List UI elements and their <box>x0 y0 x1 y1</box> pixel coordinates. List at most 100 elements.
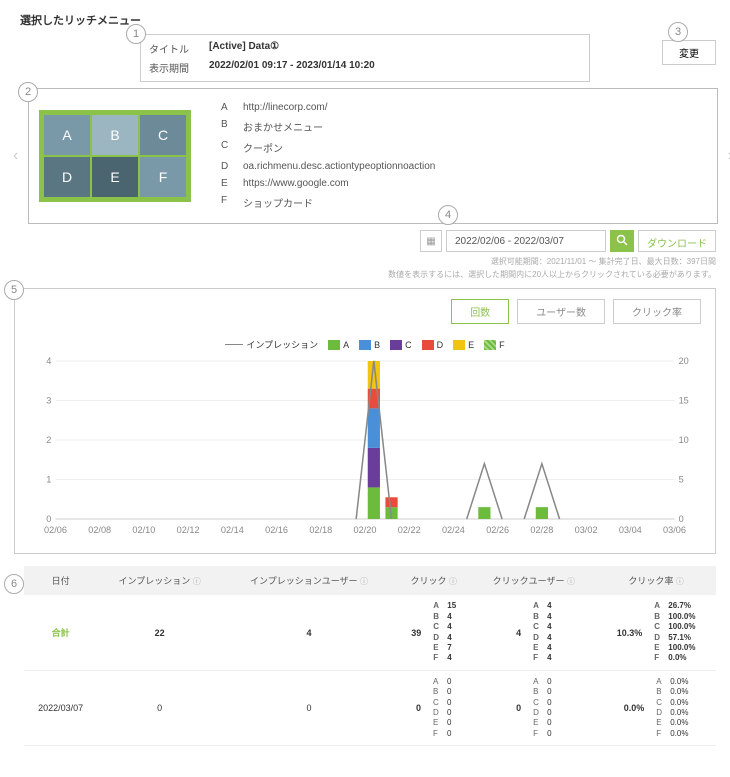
grid-cell-f[interactable]: F <box>140 157 186 197</box>
grid-cell-c[interactable]: C <box>140 115 186 155</box>
chart-tab-1[interactable]: ユーザー数 <box>517 299 605 324</box>
grid-cell-b[interactable]: B <box>92 115 138 155</box>
cell-impr-u: 0 <box>222 670 396 745</box>
callout-5: 5 <box>4 280 24 300</box>
cell-click: 39A15B4C4D4E7F4 <box>396 595 471 670</box>
svg-text:02/28: 02/28 <box>530 525 553 535</box>
action-row: Doa.richmenu.desc.actiontypeoptionnoacti… <box>221 158 435 175</box>
svg-text:02/22: 02/22 <box>398 525 421 535</box>
action-key: A <box>221 102 243 113</box>
legend-item-c: C <box>390 340 412 350</box>
chart-legend: インプレッションABCDEF <box>29 338 701 351</box>
svg-text:3: 3 <box>46 396 51 406</box>
action-key: B <box>221 119 243 134</box>
svg-text:0: 0 <box>46 514 51 524</box>
svg-text:2: 2 <box>46 435 51 445</box>
search-button[interactable] <box>610 230 634 252</box>
chart-area: 012340510152002/0602/0802/1002/1202/1402… <box>29 357 701 537</box>
action-row: Ahttp://linecorp.com/ <box>221 99 435 116</box>
meta-title-value: [Active] Data① <box>209 41 279 56</box>
svg-text:02/18: 02/18 <box>309 525 332 535</box>
date-note-1: 選択可能期間：2021/11/01 ～ 集計完了日、最大日数：397日間 <box>0 256 716 267</box>
legend-item-d: D <box>422 340 444 350</box>
legend-line-icon <box>225 344 243 345</box>
svg-text:20: 20 <box>679 357 689 366</box>
action-val: https://www.google.com <box>243 178 349 189</box>
prev-arrow-icon[interactable]: ‹ <box>13 147 18 165</box>
callout-1: 1 <box>126 24 146 44</box>
svg-text:02/08: 02/08 <box>88 525 111 535</box>
data-table: 日付インプレッション ⓘインプレッションユーザー ⓘクリック ⓘクリックユーザー… <box>24 566 716 746</box>
callout-6: 6 <box>4 574 24 594</box>
action-key: C <box>221 140 243 155</box>
action-val: クーポン <box>243 140 283 155</box>
chart-tab-0[interactable]: 回数 <box>451 299 509 324</box>
legend-item-f: F <box>484 340 505 350</box>
richmenu-grid: ABC DEF <box>39 110 191 202</box>
svg-text:0: 0 <box>679 514 684 524</box>
calendar-icon[interactable]: ▦ <box>420 230 442 252</box>
info-icon: ⓘ <box>449 577 457 586</box>
action-row: Fショップカード <box>221 192 435 213</box>
svg-text:15: 15 <box>679 396 689 406</box>
svg-text:10: 10 <box>679 435 689 445</box>
callout-2: 2 <box>18 82 38 102</box>
legend-item-a: A <box>328 340 349 350</box>
action-row: Bおまかせメニュー <box>221 116 435 137</box>
action-val: ショップカード <box>243 195 313 210</box>
th-4: クリックユーザー ⓘ <box>471 566 596 595</box>
th-2: インプレッションユーザー ⓘ <box>222 566 396 595</box>
svg-text:02/06: 02/06 <box>44 525 67 535</box>
grid-cell-e[interactable]: E <box>92 157 138 197</box>
meta-period-label: 表示期間 <box>149 60 209 75</box>
action-val: http://linecorp.com/ <box>243 102 327 113</box>
info-icon: ⓘ <box>676 577 684 586</box>
cell-impr-u: 4 <box>222 595 396 670</box>
svg-text:03/06: 03/06 <box>663 525 686 535</box>
th-5: クリック率 ⓘ <box>596 566 716 595</box>
action-row: Cクーポン <box>221 137 435 158</box>
cell-click: 0A0B0C0D0E0F0 <box>396 670 471 745</box>
svg-text:02/20: 02/20 <box>354 525 377 535</box>
action-key: E <box>221 178 243 189</box>
cell-date: 合計 <box>24 595 97 670</box>
table-row: 2022/03/07000A0B0C0D0E0F00A0B0C0D0E0F00.… <box>24 670 716 745</box>
change-button[interactable]: 変更 <box>662 40 716 65</box>
svg-text:1: 1 <box>46 475 51 485</box>
cell-impr: 22 <box>97 595 222 670</box>
info-icon: ⓘ <box>360 577 368 586</box>
chart-tabs: 回数ユーザー数クリック率 <box>29 299 701 324</box>
info-icon: ⓘ <box>567 577 575 586</box>
chart-tab-2[interactable]: クリック率 <box>613 299 701 324</box>
table-row: 合計22439A15B4C4D4E7F44A4B4C4D4E4F410.3%A2… <box>24 595 716 670</box>
svg-text:03/04: 03/04 <box>619 525 642 535</box>
svg-text:4: 4 <box>46 357 51 366</box>
info-icon: ⓘ <box>193 577 201 586</box>
th-0: 日付 <box>24 566 97 595</box>
svg-text:03/02: 03/02 <box>575 525 598 535</box>
page-title: 選択したリッチメニュー <box>0 0 730 32</box>
th-3: クリック ⓘ <box>396 566 471 595</box>
action-list: Ahttp://linecorp.com/BおまかせメニューCクーポンDoa.r… <box>221 99 435 213</box>
svg-text:5: 5 <box>679 475 684 485</box>
chart-card: 回数ユーザー数クリック率 インプレッションABCDEF 012340510152… <box>14 288 716 554</box>
cell-ctr: 10.3%A26.7%B100.0%C100.0%D57.1%E100.0%F0… <box>596 595 716 670</box>
cell-date: 2022/03/07 <box>24 670 97 745</box>
download-button[interactable]: ダウンロード <box>638 230 716 252</box>
svg-text:02/16: 02/16 <box>265 525 288 535</box>
meta-title-label: タイトル <box>149 41 209 56</box>
svg-text:02/26: 02/26 <box>486 525 509 535</box>
date-note-2: 数値を表示するには、選択した期間内に20人以上からクリックされている必要がありま… <box>0 269 716 280</box>
svg-text:02/24: 02/24 <box>442 525 465 535</box>
data-table-wrap: 日付インプレッション ⓘインプレッションユーザー ⓘクリック ⓘクリックユーザー… <box>24 566 716 746</box>
grid-cell-d[interactable]: D <box>44 157 90 197</box>
legend-impression: インプレッション <box>246 338 318 351</box>
svg-text:02/12: 02/12 <box>177 525 200 535</box>
legend-item-e: E <box>453 340 474 350</box>
grid-cell-a[interactable]: A <box>44 115 90 155</box>
action-val: おまかせメニュー <box>243 119 323 134</box>
date-range-input[interactable] <box>446 230 606 252</box>
action-key: F <box>221 195 243 210</box>
search-icon <box>616 234 628 246</box>
cell-ctr: 0.0%A0.0%B0.0%C0.0%D0.0%E0.0%F0.0% <box>596 670 716 745</box>
